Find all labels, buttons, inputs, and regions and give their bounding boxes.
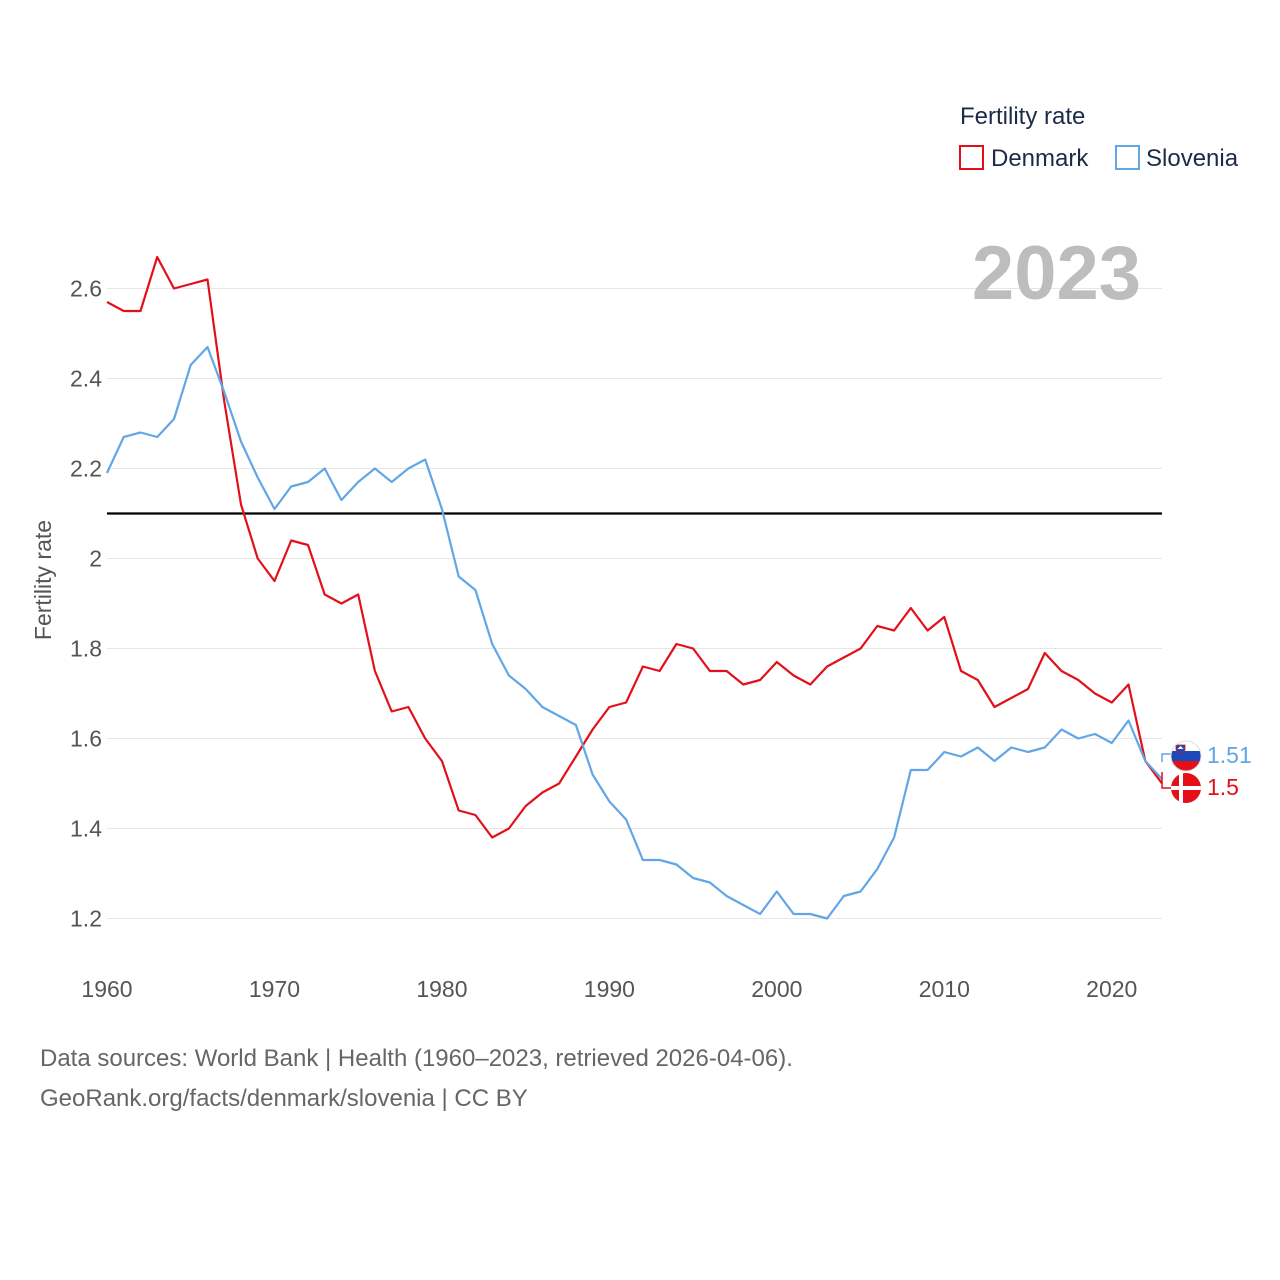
x-tick-label: 2000 (751, 976, 802, 1002)
legend-swatch-denmark[interactable] (959, 145, 984, 170)
y-tick-label: 2.6 (70, 276, 102, 302)
x-tick-label: 1980 (416, 976, 467, 1002)
y-axis-ticks: 1.2 1.4 1.6 1.8 2 2.2 2.4 2.6 (70, 276, 102, 932)
y-tick-label: 1.6 (70, 726, 102, 752)
series-line-slovenia[interactable] (106, 345, 1163, 920)
x-axis-ticks: 1960 1970 1980 1990 2000 2010 2020 (81, 976, 1137, 1002)
slovenia-connector (1161, 753, 1172, 762)
x-tick-label: 1990 (584, 976, 635, 1002)
x-tick-label: 1960 (81, 976, 132, 1002)
denmark-end-value: 1.5 (1207, 774, 1239, 800)
slovenia-flag-icon (1170, 740, 1202, 772)
series-lines (106, 255, 1163, 920)
year-display: 2023 (972, 231, 1141, 316)
x-tick-label: 2010 (919, 976, 970, 1002)
x-tick-label: 2020 (1086, 976, 1137, 1002)
gridlines (107, 288, 1162, 919)
y-tick-label: 1.8 (70, 636, 102, 662)
denmark-flag-icon (1171, 773, 1201, 803)
end-markers: 1.51 1.5 (1161, 740, 1252, 803)
y-tick-label: 1.4 (70, 816, 102, 842)
legend-label-denmark[interactable]: Denmark (991, 145, 1089, 172)
footer-source: Data sources: World Bank | Health (1960–… (40, 1045, 793, 1072)
legend-label-slovenia[interactable]: Slovenia (1146, 145, 1239, 172)
footer-attribution[interactable]: GeoRank.org/facts/denmark/slovenia | CC … (40, 1085, 528, 1112)
series-line-denmark[interactable] (106, 255, 1163, 839)
y-axis-label: Fertility rate (30, 520, 56, 640)
x-tick-label: 1970 (249, 976, 300, 1002)
y-tick-label: 2 (89, 546, 102, 572)
fertility-chart: 1.2 1.4 1.6 1.8 2 2.2 2.4 2.6 1960 1970 1980 1990 2… (30, 103, 1252, 1002)
y-tick-label: 1.2 (70, 906, 102, 932)
legend: Fertility rate Denmark Slovenia (959, 103, 1239, 172)
y-tick-label: 2.4 (70, 366, 102, 392)
y-tick-label: 2.2 (70, 456, 102, 482)
legend-title: Fertility rate (960, 103, 1085, 130)
legend-swatch-slovenia[interactable] (1115, 145, 1140, 170)
denmark-connector (1161, 772, 1172, 789)
slovenia-end-value: 1.51 (1207, 742, 1252, 768)
